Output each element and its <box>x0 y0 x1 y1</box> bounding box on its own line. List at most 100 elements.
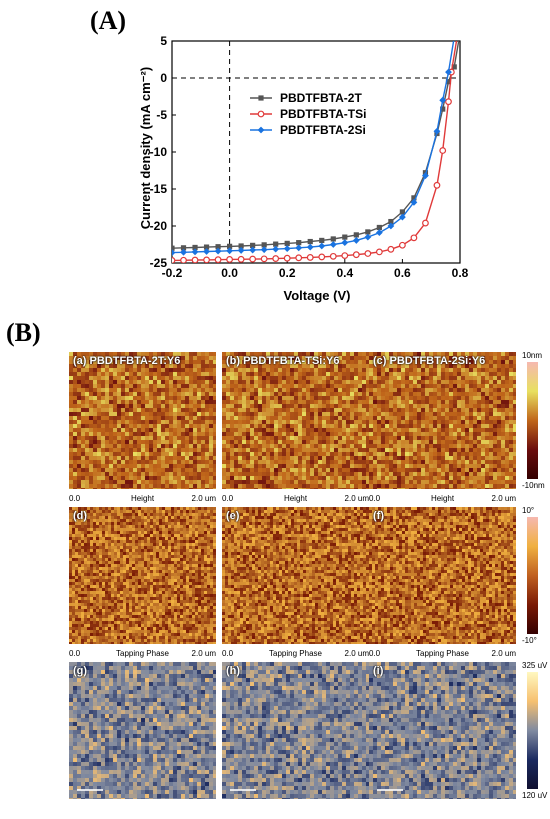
plot-frame <box>171 40 461 264</box>
x-tick-label: 0.4 <box>336 266 353 280</box>
data-point <box>238 243 244 249</box>
data-point <box>410 234 418 242</box>
data-point <box>319 237 325 244</box>
chart-series <box>172 31 462 263</box>
afm-image-title: (d) <box>73 510 88 522</box>
x-axis-label: Voltage (V) <box>284 288 351 303</box>
data-point <box>296 240 302 246</box>
data-point <box>399 213 406 221</box>
data-point <box>237 255 245 263</box>
data-point <box>172 245 175 251</box>
afm-texture <box>222 662 369 799</box>
data-point <box>283 245 291 252</box>
data-point <box>329 241 337 248</box>
data-point <box>341 239 349 247</box>
data-point <box>387 222 395 230</box>
data-point <box>439 147 447 154</box>
afm-image-h: (h) <box>222 662 369 799</box>
data-point <box>399 241 406 249</box>
data-point <box>341 252 349 260</box>
data-point <box>388 218 394 225</box>
y-tick-label: 5 <box>160 34 167 48</box>
data-point <box>352 237 360 244</box>
afm-texture <box>222 352 369 489</box>
data-point <box>445 98 452 106</box>
data-point <box>192 244 198 251</box>
x-tick-label: 0.6 <box>394 266 411 280</box>
afm-texture <box>222 507 369 644</box>
x-tick-label: 0.0 <box>221 266 238 280</box>
afm-image-e: (e) <box>222 507 369 644</box>
data-point <box>237 247 245 254</box>
afm-image-title: (e) <box>226 510 240 522</box>
colorbar-phase <box>527 517 538 634</box>
y-tick-label: -5 <box>156 108 167 122</box>
series-1 <box>172 31 462 251</box>
data-point <box>318 242 326 250</box>
legend-marker <box>257 110 265 118</box>
colorbar-min-label: -10° <box>522 636 537 645</box>
data-point <box>318 253 326 261</box>
colorbar-kpfm <box>527 672 538 789</box>
afm-image-d: (d) <box>69 507 216 644</box>
data-point <box>191 256 199 263</box>
data-point <box>445 68 452 76</box>
data-point <box>454 35 460 41</box>
data-point <box>215 244 221 250</box>
data-point <box>330 236 336 242</box>
afm-axis-label: Tapping Phase <box>416 649 469 658</box>
data-point <box>375 229 383 237</box>
data-point <box>451 34 458 41</box>
data-point <box>364 250 372 257</box>
data-point <box>411 195 417 201</box>
series-line <box>172 41 460 249</box>
scale-bar <box>377 789 403 791</box>
data-point <box>329 252 337 260</box>
data-point <box>433 127 441 135</box>
data-point <box>352 251 360 259</box>
data-point <box>272 255 280 262</box>
x-tick-label: 0.8 <box>452 266 469 280</box>
panel-b-label: (B) <box>6 318 41 347</box>
data-point <box>172 257 176 263</box>
data-point <box>445 79 452 85</box>
data-point <box>227 243 233 249</box>
afm-axis-end: 2.0 um <box>344 494 369 503</box>
series-line <box>172 41 458 262</box>
afm-image-title: (b) PBDTFBTA-TSi:Y6 <box>226 355 340 367</box>
data-point <box>410 198 418 206</box>
afm-axis-label: Height <box>430 494 455 503</box>
colorbar-height <box>527 362 538 479</box>
afm-axis-label: Height <box>130 494 155 503</box>
series-2 <box>172 35 460 263</box>
y-axis-label: Current density (mA cm⁻²) <box>138 67 153 229</box>
data-point <box>203 244 210 250</box>
chart-legend: PBDTFBTA-2T PBDTFBTA-TSi PBDTFBTA-2Si <box>250 91 366 137</box>
afm-texture <box>69 507 216 644</box>
jv-curve-chart: -0.2 0.0 0.2 0.4 0.6 0.8 5 0 -5 -10 -15 -20 -25 PBDT… <box>138 31 469 303</box>
data-point <box>295 244 303 252</box>
data-point <box>180 256 187 263</box>
afm-axis-end: 2.0 um <box>491 649 516 658</box>
afm-image-b: (b) PBDTFBTA-TSi:Y6 <box>222 352 369 489</box>
afm-axis-end: 2.0 um <box>491 494 516 503</box>
data-point <box>306 243 314 251</box>
afm-image-f: (f) <box>369 507 516 644</box>
data-point <box>307 238 313 245</box>
afm-axis-end: 2.0 um <box>191 494 216 503</box>
afm-axis-end: 2.0 um <box>191 649 216 658</box>
afm-axis-start: 0.0 <box>69 494 81 503</box>
data-point <box>457 31 462 36</box>
data-point <box>249 255 257 263</box>
data-point <box>191 248 199 256</box>
data-point <box>376 224 382 231</box>
data-point <box>226 247 233 255</box>
afm-axis-end: 2.0 um <box>344 649 369 658</box>
afm-axis-start: 0.0 <box>369 494 381 503</box>
data-point <box>284 240 290 246</box>
afm-image-a: (a) PBDTFBTA-2T:Y6 <box>69 352 216 489</box>
data-point <box>342 234 348 240</box>
colorbar-max-label: 10° <box>522 506 535 515</box>
data-point <box>273 241 279 247</box>
x-tick-label: -0.2 <box>162 266 183 280</box>
